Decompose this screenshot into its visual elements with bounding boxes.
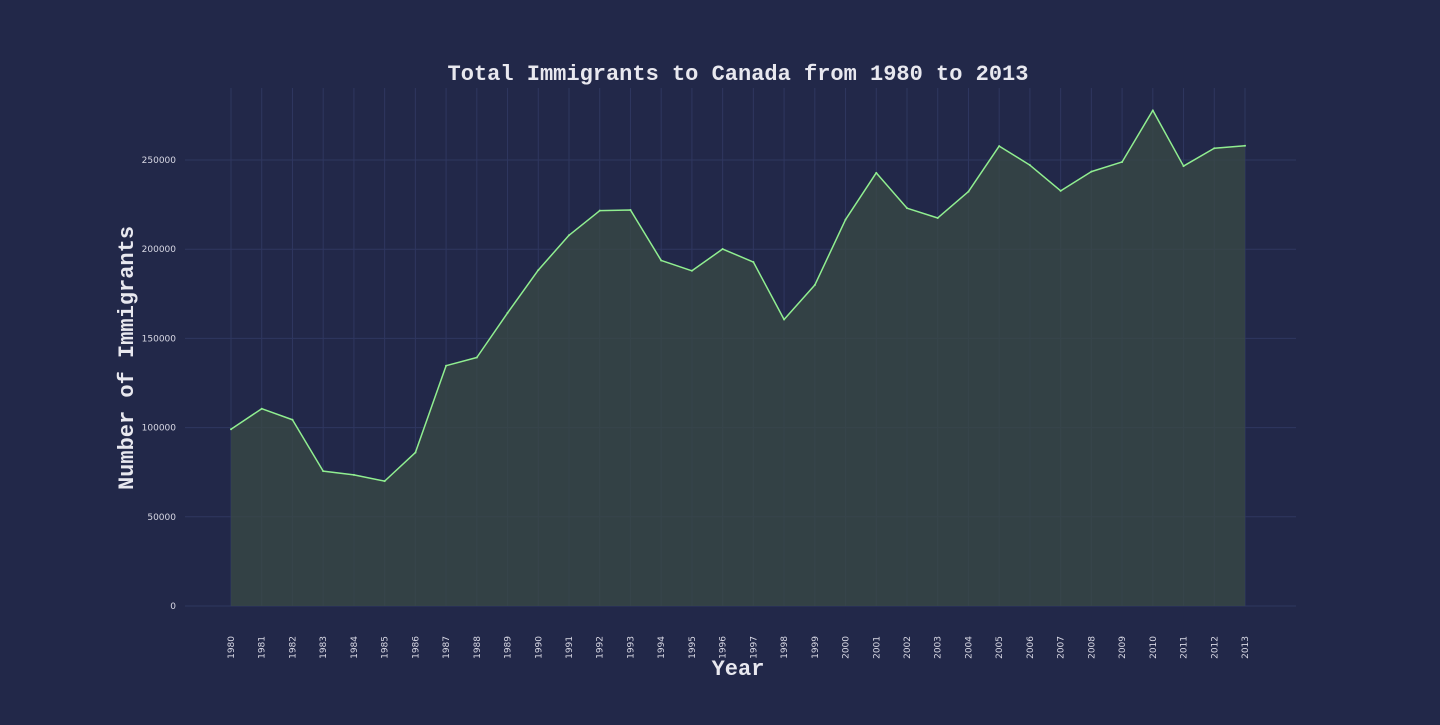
data-point: [721, 248, 724, 251]
x-tick-label: 1985: [381, 636, 391, 659]
x-tick-label: 2002: [903, 636, 913, 659]
x-tick-label: 2009: [1118, 636, 1128, 659]
data-point: [230, 428, 232, 431]
x-tick-label: 2000: [842, 636, 852, 659]
data-point: [352, 473, 355, 476]
data-point: [322, 470, 325, 473]
area-layer: [230, 109, 1246, 607]
x-tick-label: 1980: [227, 636, 237, 659]
x-tick-label: 2010: [1149, 636, 1159, 659]
x-tick-label: 2004: [964, 636, 974, 659]
x-tick-label: 2012: [1210, 636, 1220, 659]
data-point: [875, 171, 878, 174]
data-point: [414, 451, 417, 454]
data-point: [383, 480, 386, 483]
x-tick-label: 1993: [626, 636, 636, 659]
x-tick-label: 1997: [749, 636, 759, 659]
x-tick-label: 1990: [534, 636, 544, 659]
x-tick-label: 2011: [1180, 636, 1190, 659]
x-tick-label: 1992: [596, 636, 606, 659]
x-tick-label: 1991: [565, 636, 575, 659]
data-point: [1213, 147, 1216, 150]
data-point: [598, 209, 601, 212]
x-tick-label: 1998: [780, 636, 790, 659]
x-tick-label: 1987: [442, 636, 452, 659]
x-tick-label: 1988: [473, 636, 483, 659]
data-point: [1028, 164, 1031, 167]
data-point: [906, 207, 908, 210]
x-tick-label: 2013: [1241, 636, 1251, 659]
x-tick-label: 1984: [350, 636, 360, 659]
data-point: [537, 269, 540, 272]
x-tick-label: 1983: [319, 636, 329, 659]
chart-title: Total Immigrants to Canada from 1980 to …: [448, 62, 1029, 87]
x-tick-label: 2003: [934, 636, 944, 659]
x-tick-label: 2008: [1087, 636, 1097, 659]
x-axis-title: Year: [712, 657, 765, 682]
data-point: [783, 318, 786, 321]
data-point: [1244, 144, 1246, 147]
x-tick-label: 2005: [995, 636, 1005, 659]
y-tick-label: 150000: [142, 334, 177, 344]
y-tick-label: 200000: [142, 245, 177, 255]
data-point: [813, 284, 816, 287]
area-fill: [231, 110, 1245, 607]
y-tick-label: 50000: [147, 513, 176, 523]
x-tick-label: 2007: [1057, 636, 1067, 659]
data-point: [1151, 109, 1154, 112]
y-axis-title: Number of Immigrants: [115, 226, 140, 490]
data-point: [1090, 170, 1093, 173]
data-point: [260, 407, 263, 410]
x-tick-label: 1995: [688, 636, 698, 659]
x-tick-label: 1994: [657, 636, 667, 659]
x-tick-label: 1996: [719, 636, 729, 659]
x-tick-label: 2001: [872, 636, 882, 659]
data-point: [568, 234, 570, 237]
data-point: [967, 190, 970, 193]
data-point: [629, 208, 632, 211]
data-point: [660, 259, 663, 262]
y-tick-label: 0: [170, 602, 176, 612]
data-point: [506, 311, 509, 314]
data-point: [1121, 160, 1124, 163]
data-point: [291, 418, 294, 421]
y-axis-ticks: 0 50000 100000 150000 200000 250000: [142, 156, 177, 612]
data-point: [1059, 189, 1062, 192]
x-tick-label: 2006: [1026, 636, 1036, 659]
data-point: [752, 261, 755, 264]
x-tick-label: 1989: [504, 636, 514, 659]
data-point: [998, 145, 1001, 148]
data-point: [844, 218, 847, 221]
x-tick-label: 1982: [288, 636, 298, 659]
data-point: [1182, 165, 1185, 168]
y-tick-label: 100000: [142, 424, 177, 434]
x-tick-label: 1999: [811, 636, 821, 659]
series-line: [230, 109, 1246, 482]
data-point: [936, 216, 939, 219]
data-point: [445, 364, 448, 367]
x-tick-label: 1986: [411, 636, 421, 659]
y-tick-label: 250000: [142, 156, 177, 166]
data-point: [690, 269, 693, 272]
data-point: [475, 356, 478, 359]
x-axis-ticks: 1980 1981 1982 1983 1984 1985 1986 1987 1988 1989…: [227, 636, 1251, 659]
x-tick-label: 1981: [258, 636, 268, 659]
